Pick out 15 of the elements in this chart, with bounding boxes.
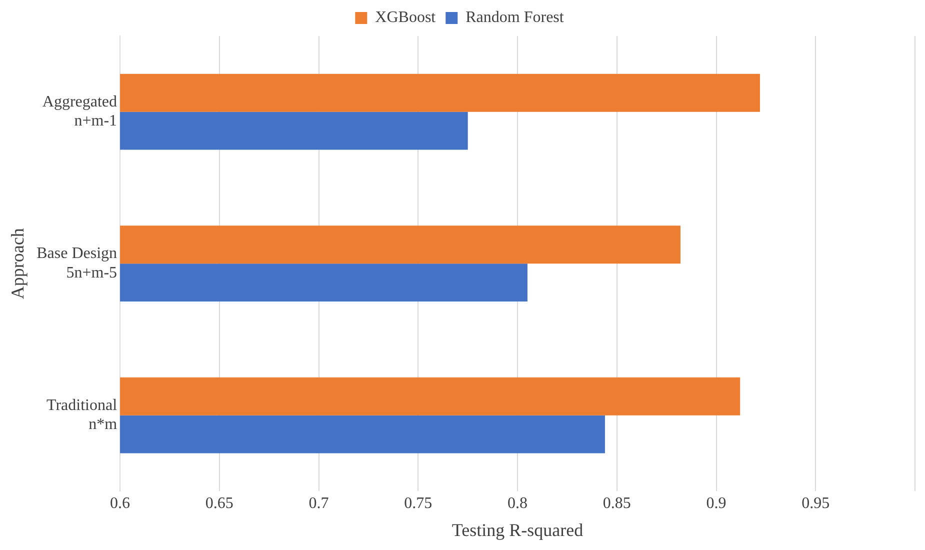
x-tick-label: 0.9 <box>706 495 726 512</box>
x-tick-label: 0.75 <box>404 495 432 512</box>
y-tick-label: Traditional n*m <box>46 396 118 434</box>
x-tick-label: 0.85 <box>602 495 631 512</box>
y-tick-label: Aggregated n+m-1 <box>42 93 118 130</box>
legend-label: XGBoost <box>375 9 436 26</box>
x-tick-label: 0.7 <box>308 495 329 512</box>
x-tick-label: 0.8 <box>508 495 528 512</box>
x-tick-label: 0.65 <box>205 495 234 512</box>
legend-label: Random Forest <box>466 9 564 26</box>
x-axis-title: Testing R-squared <box>452 520 584 540</box>
x-tick-label: 0.95 <box>802 495 830 512</box>
x-tick-label: 0.6 <box>110 495 130 512</box>
y-tick-label: Base Design 5n+m-5 <box>36 245 118 282</box>
y-axis-title: Approach <box>8 228 28 300</box>
